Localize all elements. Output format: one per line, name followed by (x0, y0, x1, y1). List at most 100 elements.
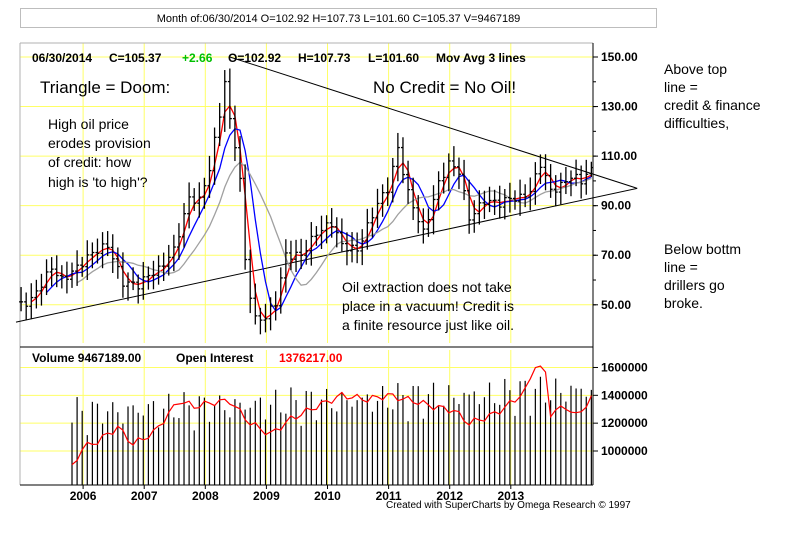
price-bar (492, 189, 497, 215)
price-tick-label: 110.00 (601, 149, 637, 163)
window-title: Month of:06/30/2014 O=102.92 H=107.73 L=… (20, 8, 657, 28)
price-bar (197, 182, 202, 218)
annotation-triangle: Triangle = Doom: (40, 78, 170, 97)
price-bar (192, 188, 197, 211)
price-bar (268, 297, 273, 331)
price-bar (446, 153, 451, 192)
volume-tick-label: 1200000 (601, 416, 648, 430)
annotation-high-price-2: erodes provision (48, 135, 151, 151)
price-bar (375, 188, 380, 228)
price-bar (360, 229, 365, 266)
header-high: H=107.73 (298, 51, 351, 65)
price-bar (355, 232, 360, 264)
price-bar (59, 265, 64, 289)
triangle-bottom-line (15, 187, 638, 323)
price-bar (538, 154, 543, 185)
price-bar (497, 185, 502, 219)
price-bar (187, 182, 192, 229)
price-bar (146, 266, 151, 290)
price-bar (487, 186, 492, 213)
price-bar (80, 256, 85, 277)
price-bar (161, 252, 166, 282)
price-bar (64, 261, 69, 294)
price-bar (243, 164, 248, 270)
price-bar (451, 146, 456, 177)
price-bar (136, 274, 141, 304)
volume-tick-label: 1600000 (601, 360, 648, 374)
price-bar (477, 190, 482, 225)
price-bar (304, 239, 309, 265)
year-tick-label: 2010 (314, 489, 341, 503)
price-bar (207, 155, 212, 198)
price-tick-label: 150.00 (601, 50, 638, 64)
price-bar (533, 162, 538, 205)
annotation-above-top: Above top line = credit & finance diffic… (664, 61, 761, 131)
price-bars (19, 68, 594, 335)
price-bar (288, 240, 293, 271)
footer-credit: Created with SuperCharts by Omega Resear… (386, 500, 631, 511)
price-bar (182, 203, 187, 248)
price-bar (416, 195, 421, 234)
header-close: C=105.37 (109, 51, 162, 65)
price-bar (238, 136, 243, 192)
annotation-below-bottom: Below bottm line = drillers go broke. (664, 241, 742, 311)
price-bar (263, 303, 268, 333)
price-bar (574, 159, 579, 187)
annotation-no-credit: No Credit = No Oil! (373, 78, 516, 97)
price-bar (202, 177, 207, 209)
price-bar (222, 70, 227, 132)
price-bar (579, 165, 584, 199)
price-tick-label: 130.00 (601, 100, 638, 114)
price-bar (584, 159, 589, 195)
price-bar (212, 127, 217, 185)
price-bar (258, 307, 263, 335)
price-bar (319, 215, 324, 250)
header-indicator: Mov Avg 3 lines (436, 51, 526, 65)
price-bar (19, 287, 24, 312)
price-bar (370, 207, 375, 238)
price-bar (390, 157, 395, 203)
year-tick-label: 2008 (192, 489, 219, 503)
open-interest-line (71, 365, 592, 466)
year-tick-label: 2013 (497, 489, 524, 503)
price-bar (131, 267, 136, 291)
open-interest-label: Open Interest (176, 351, 253, 365)
price-bar (431, 185, 436, 235)
price-tick-label: 90.00 (601, 199, 631, 213)
price-bar (232, 105, 237, 162)
price-bar (100, 232, 105, 269)
price-bar (350, 232, 355, 263)
ma-slow-line (76, 161, 592, 286)
price-bar (436, 171, 441, 211)
price-bar (441, 162, 446, 194)
volume-label: Volume 9467189.00 (32, 351, 142, 365)
price-bar (380, 184, 385, 217)
header-open: O=102.92 (228, 51, 281, 65)
price-bar (548, 164, 553, 198)
annotation-high-price-3: of credit: how (48, 154, 132, 170)
price-bar (29, 283, 34, 320)
price-bar (248, 249, 253, 314)
price-bar (294, 239, 299, 273)
year-tick-label: 2009 (253, 489, 280, 503)
price-bar (54, 255, 59, 288)
price-bar (299, 238, 304, 270)
price-bar (85, 240, 90, 280)
price-bar (44, 259, 49, 296)
price-bar (126, 272, 131, 301)
price-bar (227, 68, 232, 129)
year-axis-ticks: 2006 2007 2008 2009 2010 2011 2012 2013 (70, 485, 524, 503)
price-bar (309, 222, 314, 266)
triangle-lines (15, 56, 638, 323)
price-bar (151, 260, 156, 290)
volume-axis-ticks: 1000000 1200000 1400000 1600000 (593, 360, 648, 458)
price-bar (528, 177, 533, 211)
price-bar (156, 255, 161, 285)
price-bar (120, 252, 125, 298)
year-tick-label: 2007 (131, 489, 158, 503)
price-bar (523, 184, 528, 208)
price-bar (49, 257, 54, 287)
annotation-high-price-1: High oil price (48, 116, 129, 132)
open-interest-polyline (71, 365, 592, 466)
annotation-vacuum-1: Oil extraction does not take (342, 279, 512, 295)
